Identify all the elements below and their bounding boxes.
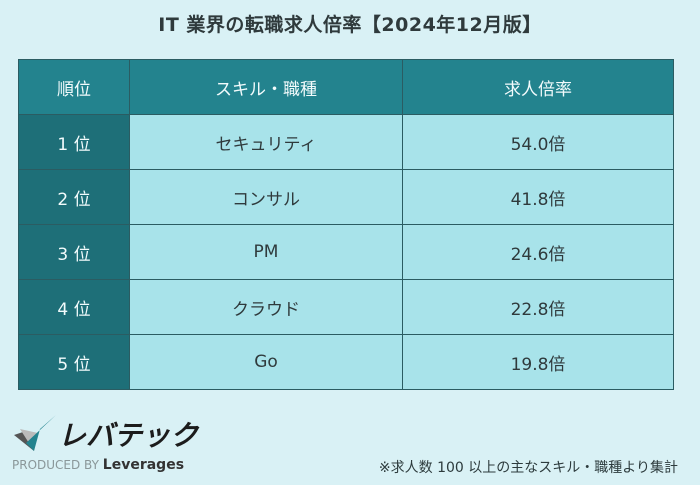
page-title: IT 業界の転職求人倍率【2024年12月版】 <box>158 14 542 36</box>
ratio-cell: 19.8倍 <box>402 334 674 390</box>
header-rank: 順位 <box>18 59 130 115</box>
table-row: 4 位 クラウド 22.8倍 <box>18 279 674 335</box>
header-ratio: 求人倍率 <box>402 59 674 115</box>
skill-cell: Go <box>129 334 403 390</box>
table-row: 2 位 コンサル 41.8倍 <box>18 169 674 225</box>
produced-by-label: PRODUCED BY <box>12 458 99 472</box>
ratio-cell: 54.0倍 <box>402 114 674 170</box>
header-skill: スキル・職種 <box>129 59 403 115</box>
rank-cell: 5 位 <box>18 334 130 390</box>
svg-text:レバテック: レバテック <box>58 419 200 452</box>
ranking-table: 順位 スキル・職種 求人倍率 1 位 セキュリティ 54.0倍 2 位 コンサル… <box>18 59 674 390</box>
ratio-cell: 24.6倍 <box>402 224 674 280</box>
logo-mark-icon: レバテック <box>14 415 200 452</box>
ratio-cell: 22.8倍 <box>402 279 674 335</box>
rank-cell: 2 位 <box>18 169 130 225</box>
rank-cell: 4 位 <box>18 279 130 335</box>
skill-cell: コンサル <box>129 169 403 225</box>
table-row: 5 位 Go 19.8倍 <box>18 334 674 390</box>
table-header-row: 順位 スキル・職種 求人倍率 <box>18 59 674 115</box>
table-row: 1 位 セキュリティ 54.0倍 <box>18 114 674 170</box>
levtech-logo: レバテック <box>12 413 202 457</box>
skill-cell: セキュリティ <box>129 114 403 170</box>
skill-cell: PM <box>129 224 403 280</box>
rank-cell: 1 位 <box>18 114 130 170</box>
produced-by: PRODUCED BY Leverages <box>12 457 184 473</box>
table-row: 3 位 PM 24.6倍 <box>18 224 674 280</box>
rank-cell: 3 位 <box>18 224 130 280</box>
skill-cell: クラウド <box>129 279 403 335</box>
footnote: ※求人数 100 以上の主なスキル・職種より集計 <box>378 460 678 476</box>
ratio-cell: 41.8倍 <box>402 169 674 225</box>
company-name: Leverages <box>102 457 185 473</box>
